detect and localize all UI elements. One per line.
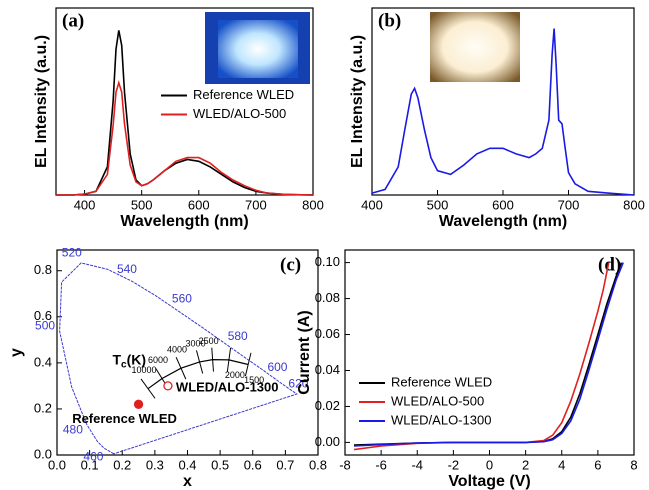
chromaticity-point <box>133 399 144 409</box>
x-tick-label: 0.8 <box>309 457 327 472</box>
wavelength-label: 560 <box>172 292 192 306</box>
x-tick-label: 0.2 <box>113 457 131 472</box>
isotherm <box>195 350 204 374</box>
x-tick-label: 400 <box>74 197 96 212</box>
x-tick-label: 0.1 <box>81 457 99 472</box>
y-tick-label: 0.06 <box>315 326 340 341</box>
panel-label: (a) <box>62 10 84 31</box>
temperature-label: 10000 <box>132 365 157 375</box>
x-tick-label: 0 <box>486 457 493 472</box>
chromaticity-point <box>163 381 173 391</box>
temperature-label: 2500 <box>199 336 219 346</box>
isotherm <box>140 378 156 399</box>
wavelength-label: 600 <box>267 360 287 374</box>
x-tick-label: 8 <box>630 457 637 472</box>
temperature-label: 3000 <box>186 338 206 348</box>
panel-label: (c) <box>280 254 301 275</box>
x-tick-label: 6 <box>594 457 601 472</box>
x-tick-label: 800 <box>623 197 645 212</box>
isotherm <box>226 347 232 372</box>
planck-label-part: T <box>112 351 121 367</box>
y-tick-label: 0.0 <box>34 446 52 461</box>
isotherm <box>211 347 214 372</box>
y-tick-label: 0.2 <box>34 400 52 415</box>
x-tick-label: 600 <box>492 197 514 212</box>
point-label: WLED/ALO-1300 <box>176 379 279 394</box>
y-axis-title: Current (A) <box>296 310 313 394</box>
x-tick-label: 0.5 <box>211 457 229 472</box>
panel-label: (d) <box>598 254 621 275</box>
x-axis-title: x <box>183 473 192 490</box>
wavelength-label: 460 <box>83 449 103 463</box>
temperature-label: 1500 <box>244 375 264 385</box>
wavelength-label: 520 <box>62 245 82 259</box>
y-axis-title: EL Intensity (a.u.) <box>349 35 366 168</box>
x-tick-label: 700 <box>558 197 580 212</box>
plot-frame <box>55 7 314 196</box>
wavelength-label: 620 <box>288 377 308 391</box>
x-tick-label: 500 <box>131 197 153 212</box>
x-tick-label: 0.4 <box>178 457 196 472</box>
y-tick-label: 0.8 <box>34 262 52 277</box>
wavelength-label: 580 <box>228 329 248 343</box>
series-line <box>56 80 314 196</box>
planck-label-part: (K) <box>127 351 146 367</box>
x-axis-title: Voltage (V) <box>448 473 530 490</box>
x-tick-label: 700 <box>245 197 267 212</box>
x-tick-label: -6 <box>375 457 387 472</box>
x-axis-title: Wavelength (nm) <box>120 213 248 230</box>
panel-label: (b) <box>378 10 401 31</box>
y-tick-label: 0.02 <box>315 398 340 413</box>
wavelength-label: 480 <box>63 423 83 437</box>
planck-label: Tc(K) <box>112 351 146 370</box>
wavelength-label: 540 <box>117 262 137 276</box>
x-tick-label: -2 <box>448 457 460 472</box>
x-tick-label: 0.3 <box>146 457 164 472</box>
legend-label: WLED/ALO-500 <box>391 393 484 408</box>
legend-label: Reference WLED <box>193 87 294 102</box>
x-axis-title: Wavelength (nm) <box>439 213 567 230</box>
planck-label-part: c <box>121 359 127 370</box>
y-tick-label: 0.6 <box>34 308 52 323</box>
temperature-label: 2000 <box>225 370 245 380</box>
inset-photo <box>430 12 520 82</box>
y-tick-label: 0.04 <box>315 362 340 377</box>
temperature-label: 4000 <box>167 345 187 355</box>
isotherm <box>244 352 252 377</box>
point-label: Reference WLED <box>72 411 177 426</box>
x-tick-label: 4 <box>558 457 565 472</box>
x-tick-label: 500 <box>427 197 449 212</box>
spectral-locus <box>59 262 298 455</box>
x-tick-label: 800 <box>302 197 324 212</box>
x-tick-label: 600 <box>188 197 210 212</box>
x-tick-label: 0.7 <box>276 457 294 472</box>
legend-label: Reference WLED <box>391 374 492 389</box>
series-line <box>353 262 624 447</box>
isotherm <box>175 356 187 380</box>
x-tick-label: -4 <box>411 457 423 472</box>
inset-glow <box>218 20 298 78</box>
x-tick-label: 400 <box>361 197 383 212</box>
y-axis-title: EL Intensity (a.u.) <box>33 35 50 168</box>
temperature-label: 6000 <box>148 355 168 365</box>
wavelength-label: 500 <box>35 318 55 332</box>
y-tick-label: 0.4 <box>34 354 52 369</box>
series-line <box>371 28 635 196</box>
x-tick-label: 2 <box>522 457 529 472</box>
x-tick-label: 0.6 <box>244 457 262 472</box>
y-tick-label: 0.10 <box>315 254 340 269</box>
y-tick-label: 0.08 <box>315 290 340 305</box>
legend-label: WLED/ALO-1300 <box>391 412 491 427</box>
legend-label: WLED/ALO-500 <box>193 106 286 121</box>
x-tick-label: -8 <box>339 457 351 472</box>
y-tick-label: 0.00 <box>315 434 340 449</box>
x-tick-label: 0.0 <box>48 457 66 472</box>
y-axis-title: y <box>8 348 25 357</box>
